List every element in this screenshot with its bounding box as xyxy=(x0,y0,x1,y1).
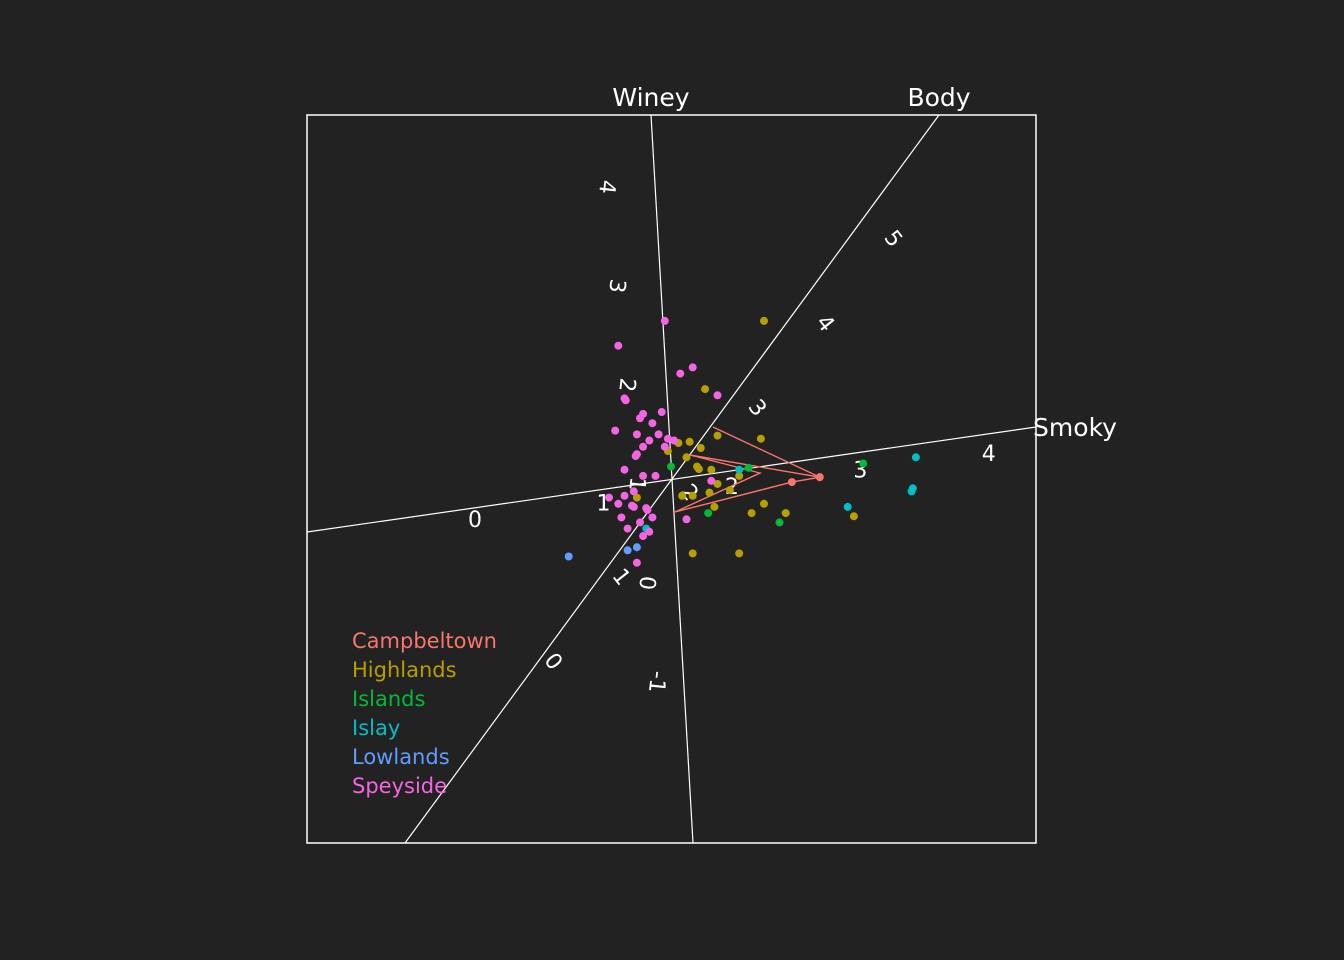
point-speyside-52 xyxy=(648,419,657,428)
point-speyside-63 xyxy=(620,465,629,474)
point-highlands-26 xyxy=(735,549,744,558)
point-highlands-24 xyxy=(781,509,790,518)
point-speyside-67 xyxy=(629,487,638,496)
point-islands-29 xyxy=(744,463,753,472)
point-highlands-4 xyxy=(756,434,765,443)
point-highlands-21 xyxy=(710,502,719,511)
plot-frame xyxy=(306,114,1037,844)
point-speyside-45 xyxy=(676,369,685,378)
point-highlands-16 xyxy=(725,486,734,495)
point-speyside-78 xyxy=(623,524,632,533)
axis-tick-winey-4: 4 xyxy=(593,179,619,196)
point-speyside-66 xyxy=(707,476,716,485)
point-speyside-70 xyxy=(614,499,623,508)
point-highlands-14 xyxy=(735,471,744,480)
point-speyside-65 xyxy=(651,471,660,480)
legend: Campbeltown Highlands Islands Islay Lowlands… xyxy=(352,629,497,798)
point-speyside-44 xyxy=(688,363,697,372)
point-speyside-76 xyxy=(648,513,657,522)
axis-name-winey: Winey xyxy=(612,83,689,112)
point-speyside-77 xyxy=(636,518,644,527)
point-highlands-18 xyxy=(688,491,697,500)
point-speyside-62 xyxy=(631,452,640,461)
legend-item-lowlands: Lowlands xyxy=(352,745,450,769)
point-highlands-15 xyxy=(713,479,722,488)
point-highlands-12 xyxy=(694,465,703,474)
point-speyside-59 xyxy=(639,442,648,451)
point-speyside-64 xyxy=(639,471,648,480)
point-campbeltown-0 xyxy=(815,473,824,482)
point-speyside-57 xyxy=(670,436,679,445)
point-highlands-19 xyxy=(678,491,687,500)
axis-tick-smoky-0: 0 xyxy=(468,508,482,533)
point-highlands-13 xyxy=(707,465,716,474)
point-speyside-48 xyxy=(621,396,630,405)
point-highlands-2 xyxy=(760,316,768,325)
point-speyside-75 xyxy=(617,513,626,522)
legend-item-islay: Islay xyxy=(352,716,400,740)
point-lowlands-40 xyxy=(623,546,632,555)
legend-item-campbeltown: Campbeltown xyxy=(352,629,497,653)
point-speyside-60 xyxy=(660,442,669,451)
point-highlands-6 xyxy=(685,437,694,446)
point-highlands-17 xyxy=(705,488,714,497)
point-speyside-74 xyxy=(643,506,652,514)
legend-item-islands: Islands xyxy=(352,687,425,711)
point-highlands-25 xyxy=(688,549,697,558)
point-highlands-23 xyxy=(747,509,756,518)
point-highlands-5 xyxy=(713,431,722,440)
point-speyside-68 xyxy=(620,491,629,500)
point-islands-30 xyxy=(704,509,713,518)
point-speyside-54 xyxy=(611,426,620,435)
point-campbeltown-1 xyxy=(787,478,796,487)
point-speyside-72 xyxy=(629,502,638,511)
data-points xyxy=(564,316,920,567)
point-lowlands-39 xyxy=(564,552,573,561)
point-speyside-80 xyxy=(639,532,648,541)
axis-line-smoky xyxy=(306,426,1037,533)
point-speyside-42 xyxy=(660,316,669,325)
axis-name-smoky: Smoky xyxy=(1033,413,1117,442)
point-speyside-53 xyxy=(663,434,672,443)
point-islands-32 xyxy=(859,459,868,468)
point-speyside-82 xyxy=(632,558,641,567)
point-speyside-58 xyxy=(645,436,654,445)
point-speyside-56 xyxy=(654,430,663,439)
legend-item-highlands: Highlands xyxy=(352,658,457,682)
axis-name-body: Body xyxy=(907,83,970,112)
point-islay-34 xyxy=(911,453,920,462)
point-highlands-8 xyxy=(696,444,705,452)
point-speyside-81 xyxy=(682,515,691,524)
point-islay-33 xyxy=(735,465,744,474)
axis-tick-winey--1: -1 xyxy=(643,670,670,694)
point-speyside-50 xyxy=(657,408,666,417)
point-speyside-51 xyxy=(636,414,644,423)
axis-tick-winey-0: 0 xyxy=(633,575,659,592)
point-speyside-55 xyxy=(632,430,641,439)
point-speyside-46 xyxy=(713,391,722,400)
point-highlands-22 xyxy=(760,499,768,508)
point-highlands-3 xyxy=(701,385,710,394)
axis-tick-smoky-4: 4 xyxy=(982,442,996,467)
point-speyside-69 xyxy=(605,493,613,502)
point-islands-28 xyxy=(667,462,675,471)
axis-tick-winey-2: 2 xyxy=(613,377,639,394)
point-highlands-20 xyxy=(632,493,641,502)
point-islay-37 xyxy=(843,502,852,511)
point-lowlands-41 xyxy=(632,543,641,552)
point-highlands-10 xyxy=(682,453,691,462)
point-speyside-79 xyxy=(645,527,654,536)
point-islands-31 xyxy=(775,518,784,527)
point-highlands-27 xyxy=(849,512,858,521)
point-islay-36 xyxy=(907,487,916,496)
point-speyside-43 xyxy=(614,341,623,350)
axis-tick-winey-3: 3 xyxy=(603,278,629,295)
legend-item-speyside: Speyside xyxy=(352,774,447,798)
